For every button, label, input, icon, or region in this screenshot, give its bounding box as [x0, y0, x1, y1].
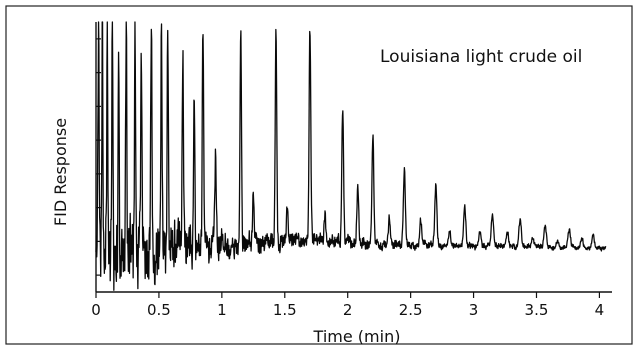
x-tick-label: 0: [91, 301, 101, 319]
x-tick-label: 1: [217, 301, 227, 319]
y-axis-label: FID Response: [51, 118, 70, 226]
x-axis-label: Time (min): [313, 327, 401, 346]
chart-annotation: Louisiana light crude oil: [380, 47, 582, 67]
x-tick-label: 1.5: [273, 301, 297, 319]
x-tick-label: 4: [595, 301, 605, 319]
fid-trace: [95, 21, 607, 291]
x-tick-label: 0.5: [147, 301, 171, 319]
x-tick-label: 2.5: [399, 301, 423, 319]
x-tick-label: 3.5: [525, 301, 549, 319]
x-tick-label: 2: [343, 301, 353, 319]
x-ticks: 0 0.5 1 1.5 2 2.5 3 3.5 4: [91, 292, 604, 319]
chart-frame: [5, 5, 633, 345]
x-tick-label: 3: [469, 301, 479, 319]
